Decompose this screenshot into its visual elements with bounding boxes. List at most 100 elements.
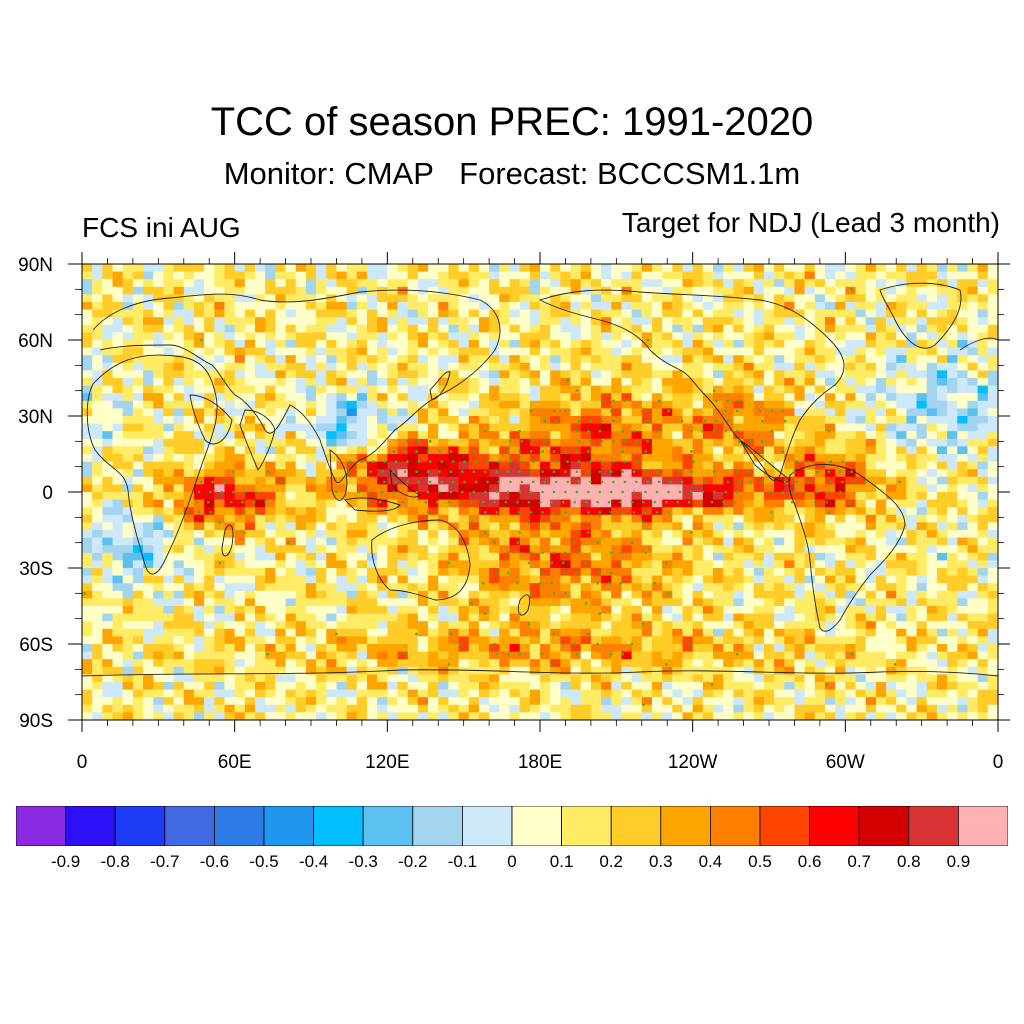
field-cell [305,499,317,508]
field-cell [448,393,459,402]
field-cell [713,621,724,630]
field-cell [875,400,887,409]
field-cell [855,302,867,310]
field-cell [692,309,704,318]
field-cell [366,385,378,394]
field-cell [804,621,816,630]
field-cell [143,644,154,652]
field-cell [774,294,785,303]
field-cell [478,332,490,341]
field-cell [82,666,93,675]
field-cell [316,560,327,569]
field-cell [122,545,134,554]
field-cell [285,332,297,341]
field-cell [977,454,989,462]
field-cell [926,537,938,546]
field-cell [926,560,938,569]
field-cell [173,682,185,690]
field-cell [529,446,541,455]
field-cell [285,438,297,447]
field-cell [641,355,653,364]
field-cell [601,590,612,599]
field-cell [651,400,663,409]
field-cell [316,431,327,440]
field-cell [743,438,755,447]
field-cell [936,476,948,485]
field-cell [723,568,734,576]
field-cell [916,378,928,386]
field-cell [163,651,174,660]
field-cell [336,362,348,371]
field-cell [702,621,714,630]
field-cell [774,583,785,592]
field-cell [692,431,704,440]
field-cell [275,309,286,318]
field-cell [255,674,266,683]
field-cell [102,324,113,333]
field-cell [204,423,215,432]
field-cell [835,560,846,569]
field-cell [122,476,134,485]
field-cell [305,378,317,386]
field-cell [926,568,938,576]
field-cell [316,294,327,303]
field-cell [601,393,612,402]
field-cell [865,598,877,607]
field-cell [651,378,663,386]
field-cell [377,393,388,402]
field-cell [458,279,470,288]
field-cell [947,606,958,614]
field-cell [122,507,134,516]
field-cell [672,514,683,523]
field-cell [896,378,907,386]
field-cell [529,385,541,394]
field-cell [285,476,297,485]
field-cell [224,340,236,348]
field-cell [804,431,816,440]
field-cell [835,507,846,516]
field-cell [540,621,551,630]
field-cell [560,400,571,409]
field-cell [824,362,836,371]
field-cell [774,264,785,272]
field-cell [519,598,531,607]
field-cell [804,659,816,668]
field-cell [82,499,93,508]
field-cell [132,340,144,348]
field-cell [428,302,439,310]
field-cell [377,644,388,652]
field-cell [682,522,694,531]
field-cell [346,674,358,683]
field-cell [407,370,419,379]
field-cell [702,423,714,432]
field-cell [916,537,928,546]
field-cell [234,271,246,280]
field-cell [580,431,592,440]
field-cell [977,438,989,447]
field-cell [163,484,174,493]
field-cell [855,560,867,569]
field-cell [183,469,195,478]
field-cell [458,545,470,554]
field-cell [590,568,602,576]
field-cell [794,583,806,592]
field-cell [743,522,755,531]
field-cell [529,514,541,523]
field-cell [550,606,561,614]
field-cell [621,279,632,288]
field-cell [132,545,144,554]
field-cell [183,682,195,690]
field-cell [651,324,663,333]
field-cell [875,674,887,683]
field-cell [814,590,826,599]
field-cell [173,522,185,531]
field-cell [397,378,409,386]
field-cell [122,613,134,622]
field-cell [255,522,266,531]
field-cell [763,393,775,402]
field-cell [916,423,928,432]
field-cell [458,454,470,462]
field-cell [326,279,337,288]
field-cell [346,431,358,440]
field-cell [926,621,938,630]
